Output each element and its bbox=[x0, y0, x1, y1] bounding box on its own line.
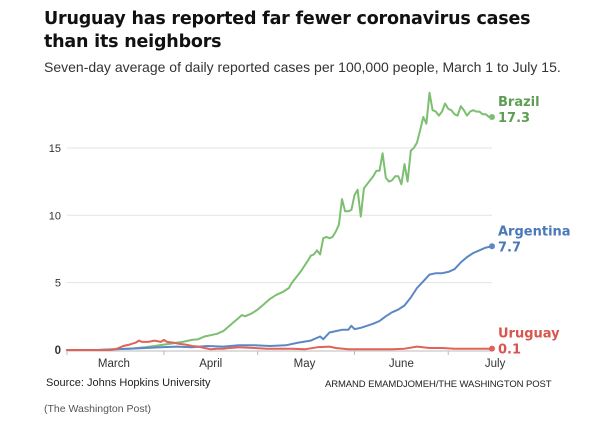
series-line-brazil bbox=[66, 91, 493, 351]
series-label-brazil: Brazil bbox=[498, 95, 540, 110]
y-tick-label: 0 bbox=[55, 345, 61, 357]
series-value-brazil: 17.3 bbox=[498, 111, 530, 126]
y-axis-ticks: 0 5 10 15 bbox=[49, 143, 61, 357]
x-axis: March April May June July bbox=[66, 350, 506, 370]
gridlines bbox=[67, 147, 492, 284]
x-tick-label: July bbox=[485, 358, 506, 370]
end-dot-brazil bbox=[489, 113, 495, 120]
chart-subtitle: Seven-day average of daily reported case… bbox=[44, 59, 561, 75]
series-lines bbox=[66, 91, 493, 351]
chart-title: Uruguay has reported far fewer coronavir… bbox=[44, 9, 531, 52]
series-label-argentina: Argentina bbox=[498, 224, 571, 239]
x-tick-label: June bbox=[389, 358, 414, 370]
source-note: Source: Johns Hopkins University bbox=[46, 377, 211, 389]
x-tick-label: March bbox=[98, 358, 130, 370]
series-value-uruguay: 0.1 bbox=[498, 343, 521, 358]
y-tick-label: 15 bbox=[49, 143, 61, 155]
series-label-uruguay: Uruguay bbox=[498, 327, 560, 342]
y-tick-label: 5 bbox=[55, 278, 61, 290]
x-tick-label: April bbox=[199, 358, 222, 370]
series-line-argentina bbox=[66, 245, 493, 351]
x-tick-label: May bbox=[294, 358, 316, 370]
series-value-argentina: 7.7 bbox=[498, 240, 521, 255]
y-tick-label: 10 bbox=[49, 210, 61, 222]
series-line-uruguay bbox=[66, 338, 493, 351]
caption: (The Washington Post) bbox=[44, 403, 151, 415]
end-dot-argentina bbox=[489, 243, 495, 250]
end-dot-uruguay bbox=[489, 345, 495, 352]
credit-line: ARMAND EMAMDJOMEH/THE WASHINGTON POST bbox=[325, 379, 552, 390]
